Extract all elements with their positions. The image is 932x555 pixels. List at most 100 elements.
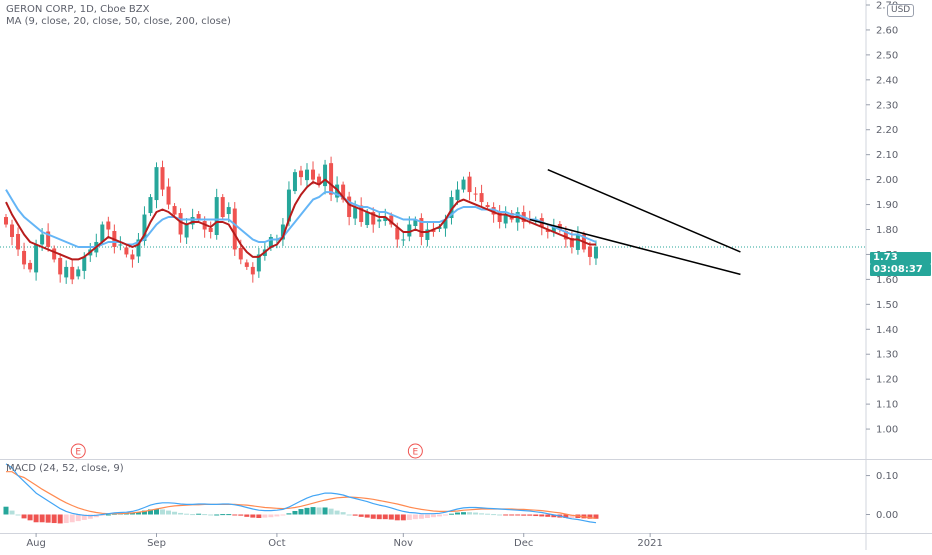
earnings-marker: E xyxy=(70,443,86,459)
price-tick-label: 2.10 xyxy=(876,150,898,161)
candle-up xyxy=(413,219,418,227)
macd-histogram-bar xyxy=(292,510,298,515)
macd-histogram-bar xyxy=(15,514,21,516)
price-tick-label: 1.20 xyxy=(876,375,898,386)
time-tick-label: 2021 xyxy=(637,538,662,549)
candle-down xyxy=(232,208,237,250)
candle-up xyxy=(455,189,460,201)
price-tick-label: 1.10 xyxy=(876,400,898,411)
macd-histogram-bar xyxy=(147,509,153,515)
candle-down xyxy=(196,214,201,220)
macd-histogram-bar xyxy=(334,510,340,515)
macd-histogram-bar xyxy=(33,514,39,523)
time-tick-label: Dec xyxy=(514,538,533,549)
macd-histogram-bar xyxy=(51,514,57,524)
symbol-legend[interactable]: GERON CORP, 1D, Cboe BZX xyxy=(6,4,150,15)
macd-histogram-bar xyxy=(166,510,172,515)
macd-tick-label: 0.00 xyxy=(876,510,898,521)
last-price-label: 1.73 xyxy=(870,252,931,264)
candle-down xyxy=(497,211,502,223)
macd-histogram-bar xyxy=(515,514,521,516)
macd-histogram-bar xyxy=(394,514,400,521)
candle-up xyxy=(383,217,388,222)
candle-up xyxy=(575,234,580,250)
candle-down xyxy=(160,167,165,190)
macd-histogram-bar xyxy=(214,514,220,516)
candle-up xyxy=(82,256,87,271)
macd-histogram-bar xyxy=(262,514,268,518)
price-tick-label: 1.80 xyxy=(876,225,898,236)
macd-histogram-bar xyxy=(3,506,9,515)
candle-down xyxy=(569,237,574,247)
macd-histogram-bar xyxy=(485,513,491,515)
macd-histogram-bar xyxy=(376,514,382,520)
candle-down xyxy=(124,247,129,255)
macd-histogram-bar xyxy=(539,514,545,517)
price-tick-label: 2.50 xyxy=(876,50,898,61)
macd-histogram-bar xyxy=(208,514,214,516)
macd-histogram-bar xyxy=(220,514,226,516)
earnings-marker-circle xyxy=(407,443,423,459)
ma-legend[interactable]: MA (9, close, 20, close, 50, close, 200,… xyxy=(6,16,231,27)
macd-histogram-bar xyxy=(406,514,412,520)
candle-up xyxy=(292,172,297,192)
candle-up xyxy=(353,207,358,219)
candle-down xyxy=(4,217,8,225)
candle-up xyxy=(280,224,285,240)
candle-up xyxy=(425,229,430,240)
candle-up xyxy=(268,236,273,248)
earnings-marker-label: E xyxy=(413,448,419,458)
candle-up xyxy=(76,269,81,277)
price-tick-label: 2.20 xyxy=(876,125,898,136)
price-tick-label: 1.50 xyxy=(876,300,898,311)
macd-histogram-bar xyxy=(340,512,346,515)
candle-down xyxy=(208,228,213,232)
candle-down xyxy=(485,205,490,208)
time-tick-label: Sep xyxy=(147,538,166,549)
macd-histogram-bar xyxy=(455,512,460,515)
macd-histogram-bar xyxy=(430,514,436,518)
macd-histogram-bar xyxy=(87,514,93,519)
macd-histogram-bar xyxy=(154,509,159,515)
candle-down xyxy=(347,196,352,218)
candle-up xyxy=(323,164,328,187)
time-tick-label: Oct xyxy=(268,538,285,549)
candle-up xyxy=(401,239,406,241)
candle-up xyxy=(226,207,231,215)
candle-up xyxy=(64,266,69,278)
price-tick-label: 1.00 xyxy=(876,425,898,436)
ma-slow-line xyxy=(5,189,597,248)
macd-histogram-bar xyxy=(569,514,575,518)
candle-up xyxy=(100,224,105,242)
price-tick-label: 2.40 xyxy=(876,75,898,86)
candle-up xyxy=(190,217,195,225)
macd-histogram-bar xyxy=(509,514,515,516)
candle-up xyxy=(118,244,123,246)
candle-down xyxy=(317,176,322,185)
macd-histogram-bar xyxy=(135,512,141,515)
macd-histogram-bar xyxy=(418,514,424,519)
currency-badge[interactable]: USD xyxy=(887,4,915,17)
macd-histogram-bar xyxy=(39,514,45,523)
candle-down xyxy=(467,176,472,193)
macd-legend[interactable]: MACD (24, 52, close, 9) xyxy=(6,463,124,474)
macd-histogram-bar xyxy=(436,514,442,517)
candle-down xyxy=(545,229,550,232)
candle-down xyxy=(311,169,316,180)
candle-down xyxy=(395,227,400,240)
macd-histogram-bar xyxy=(527,514,533,516)
macd-histogram-bar xyxy=(129,512,135,515)
macd-histogram-bar xyxy=(63,514,69,524)
macd-histogram-bar xyxy=(424,514,430,518)
price-tick-label: 1.40 xyxy=(876,325,898,336)
price-tick-label: 2.30 xyxy=(876,100,898,111)
candle-down xyxy=(419,218,424,237)
macd-histogram-bar xyxy=(238,514,244,516)
candle-up xyxy=(365,212,370,226)
candle-down xyxy=(479,193,484,203)
macd-histogram-bar xyxy=(184,513,190,515)
candle-down xyxy=(16,233,21,250)
candle-down xyxy=(220,197,225,218)
macd-histogram-bar xyxy=(521,514,527,516)
